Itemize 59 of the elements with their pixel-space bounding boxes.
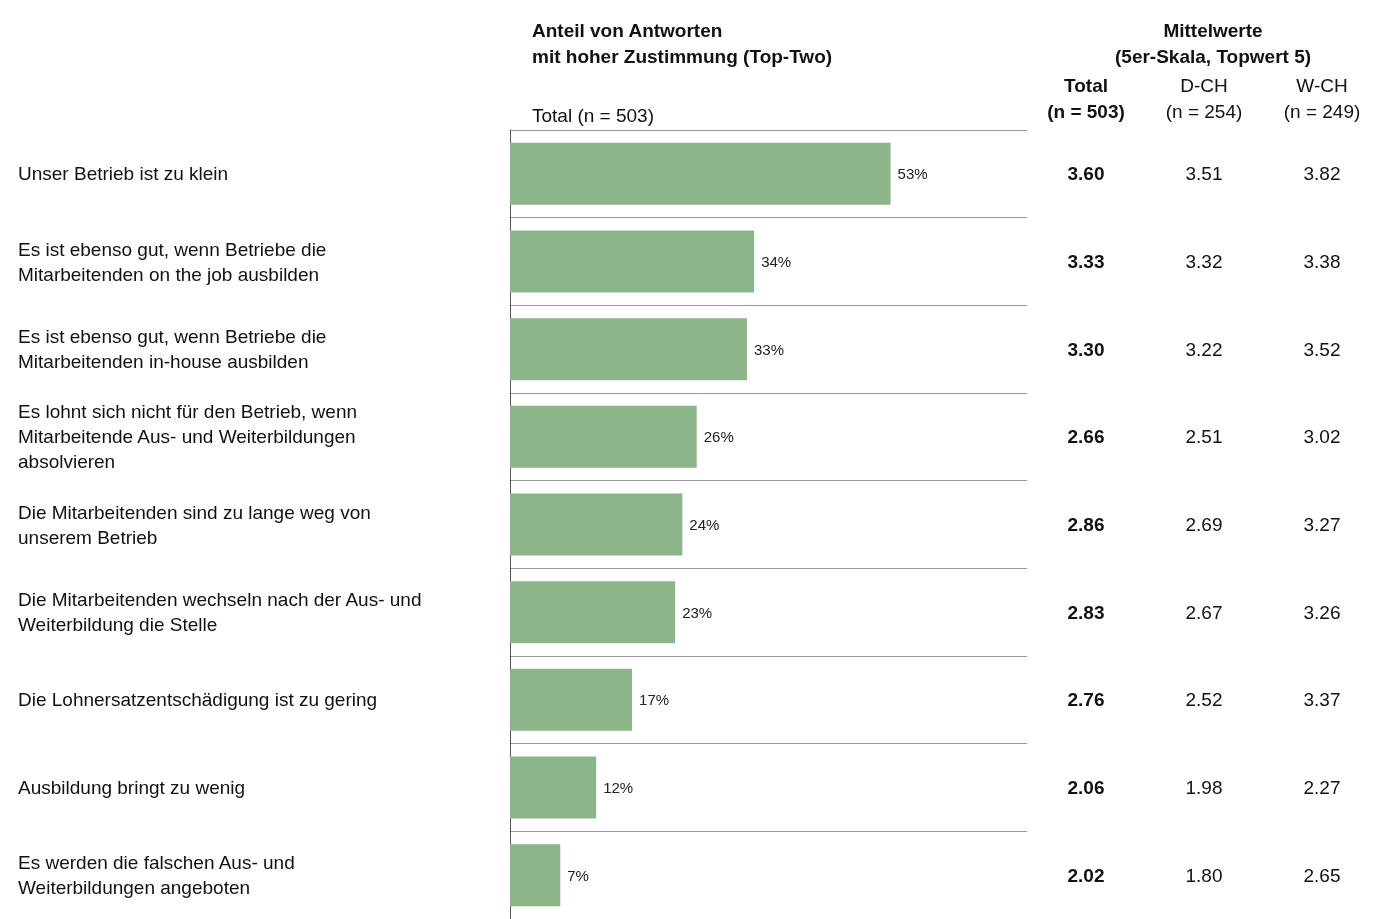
data-label: 3.52 — [1303, 338, 1341, 360]
data-label: 23% — [682, 603, 713, 621]
data-label: 2.27 — [1303, 777, 1341, 798]
data-label: 3.82 — [1303, 163, 1341, 185]
data-label: 2.67 — [1185, 601, 1223, 623]
data-label: 3.51 — [1185, 163, 1223, 185]
data-label: 3.60 — [1067, 163, 1105, 185]
y-tick-label: Es ist ebenso gut, wenn Betriebe die Mitarbeitenden on the job ausbilden — [18, 238, 327, 285]
bar — [510, 318, 747, 381]
data-label: 2.66 — [1067, 426, 1105, 448]
data-label: 3.26 — [1303, 601, 1341, 623]
bar — [510, 668, 633, 731]
data-label: 1.98 — [1185, 777, 1223, 798]
bar — [510, 493, 683, 556]
data-label: 26% — [703, 428, 734, 446]
bar — [510, 756, 597, 819]
data-label: 24% — [689, 516, 720, 533]
data-label: 3.27 — [1303, 514, 1341, 535]
x-tick-label: D-CH (n = 254) — [1165, 74, 1243, 122]
data-label: 2.86 — [1067, 514, 1105, 535]
y-tick-label: Es ist ebenso gut, wenn Betriebe die Mitarbeitenden in-house ausbilden — [18, 326, 327, 373]
data-label: 3.32 — [1185, 251, 1223, 272]
y-tick-label: Es lohnt sich nicht für den Betrieb, wenn Mitarbeitende Aus- und Weiterbildungen absolvieren — [18, 401, 358, 473]
data-label: 2.52 — [1185, 689, 1223, 711]
bar — [510, 405, 697, 468]
y-tick-label: Die Mitarbeitenden sind zu lange weg von unserem Betrieb — [18, 501, 371, 548]
data-label: 2.69 — [1185, 514, 1223, 535]
data-label: 33% — [753, 340, 784, 358]
y-tick-label: Ausbildung bringt zu wenig — [18, 777, 246, 798]
data-label: 2.06 — [1067, 777, 1105, 798]
bar — [510, 230, 755, 293]
data-label: 7% — [567, 866, 589, 884]
data-label: 2.02 — [1067, 864, 1105, 886]
y-tick-label: Unser Betrieb ist zu klein — [18, 163, 229, 185]
bar — [510, 581, 676, 644]
bar — [510, 844, 561, 907]
y-tick-label: Die Lohnersatzentschädigung ist zu gering — [18, 689, 378, 711]
chart-title: Anteil von Antworten mit hoher Zustimmung (Top-Two) — [532, 19, 833, 67]
data-label: 3.38 — [1303, 251, 1341, 272]
data-label: 2.83 — [1067, 601, 1105, 623]
x-tick-label: Total (n = 503) — [1047, 74, 1125, 122]
data-label: 53% — [897, 165, 928, 183]
data-label: 3.37 — [1303, 689, 1341, 711]
bar — [510, 142, 891, 205]
data-label: 12% — [603, 779, 634, 796]
data-label: 17% — [639, 691, 670, 709]
data-label: 2.65 — [1303, 864, 1341, 886]
data-label: 2.51 — [1185, 426, 1223, 448]
data-label: 2.76 — [1067, 689, 1105, 711]
data-label: 3.22 — [1185, 338, 1223, 360]
data-label: 3.30 — [1067, 338, 1105, 360]
data-label: 3.33 — [1067, 251, 1105, 272]
x-tick-label: W-CH (n = 249) — [1283, 74, 1361, 122]
data-label: 3.02 — [1303, 426, 1341, 448]
data-label: 34% — [761, 253, 792, 270]
chart-title: Mittelwerte (5er-Skala, Topwert 5) — [1114, 19, 1312, 67]
y-tick-label: Es werden die falschen Aus- und Weiterbildungen angeboten — [18, 852, 295, 899]
y-tick-label: Die Mitarbeitenden wechseln nach der Aus- und Weiterbildung die Stelle — [18, 589, 422, 636]
data-label: 1.80 — [1185, 864, 1223, 886]
